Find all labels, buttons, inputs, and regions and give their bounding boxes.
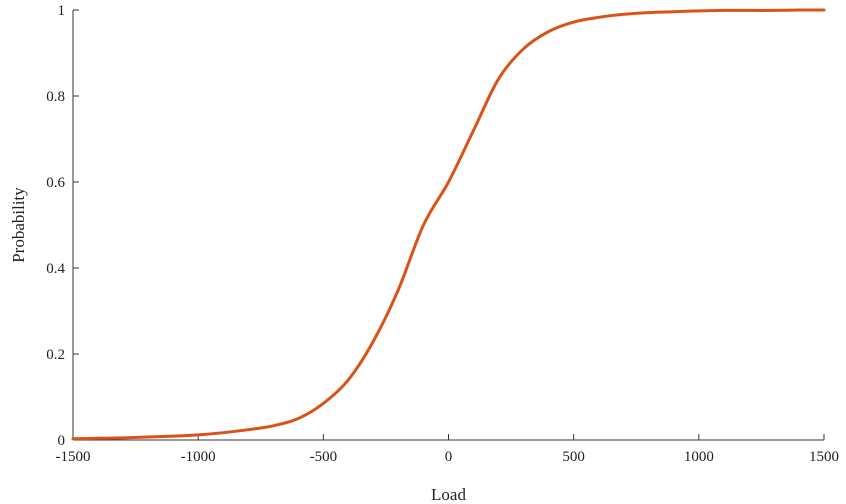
x-tick-label: 1000 xyxy=(684,449,714,465)
y-tick-label: 0.2 xyxy=(46,347,65,363)
series-line-0 xyxy=(71,8,826,441)
y-axis-title: Probability xyxy=(9,187,28,263)
y-tick-label: 1 xyxy=(58,3,66,19)
y-tick-label: 0 xyxy=(58,433,66,449)
x-axis-ticks: -1500 -1000 -500 0 500 1000 1500 xyxy=(56,434,839,465)
y-tick-label: 0.4 xyxy=(46,261,65,277)
y-tick-label: 0.6 xyxy=(46,175,65,191)
x-tick-label: 1500 xyxy=(809,449,839,465)
y-tick-label: 0.8 xyxy=(46,89,65,105)
x-axis-title: Load xyxy=(431,485,466,504)
y-axis-ticks: 0 0.2 0.4 0.6 0.8 1 xyxy=(46,3,79,449)
x-tick-label: -500 xyxy=(310,449,338,465)
x-tick-label: -1000 xyxy=(181,449,216,465)
x-tick-label: 0 xyxy=(445,449,453,465)
x-tick-label: -1500 xyxy=(56,449,91,465)
x-tick-label: 500 xyxy=(562,449,585,465)
series-layer xyxy=(71,8,826,441)
